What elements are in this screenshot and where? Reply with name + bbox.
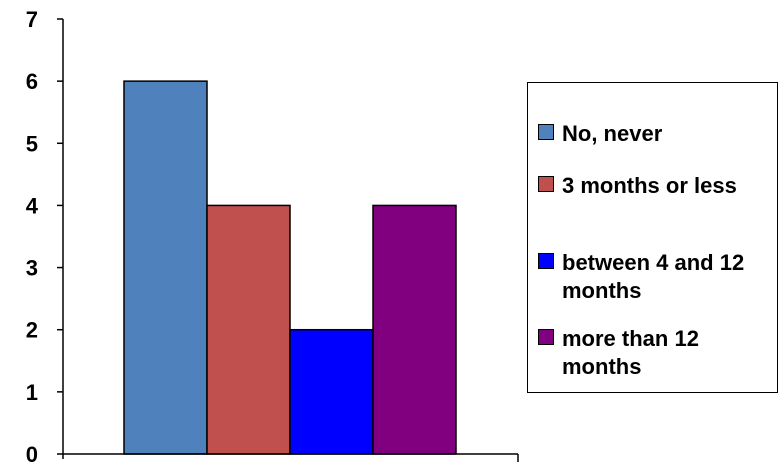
y-tick-label-7: 7	[26, 7, 38, 32]
legend-label-no-never: No, never	[562, 121, 663, 146]
legend-label-3-months-or-less: 3 months or less	[562, 173, 737, 198]
bar-3-months-or-less	[206, 204, 291, 455]
bar-no-never	[123, 80, 208, 455]
bar-between-4-and-12-months	[289, 328, 374, 455]
bar-more-than-12-months	[372, 204, 457, 455]
legend-swatch-between-4-and-12-months	[538, 253, 554, 269]
legend-label-more-than-12-months: more than 12 months	[562, 326, 699, 379]
y-tick-label-2: 2	[26, 318, 38, 343]
y-tick-label-5: 5	[26, 131, 38, 156]
y-tick-label-1: 1	[26, 380, 38, 405]
y-tick-label-6: 6	[26, 69, 38, 94]
legend-label-between-4-and-12-months: between 4 and 12 months	[562, 250, 745, 303]
legend-item-more-than-12-months: more than 12 months	[538, 325, 777, 381]
legend-swatch-no-never	[538, 124, 554, 140]
legend-item-no-never: No, never	[538, 120, 777, 148]
legend-swatch-more-than-12-months	[538, 329, 554, 345]
y-tick-label-0: 0	[26, 442, 38, 465]
legend-swatch-3-months-or-less	[538, 176, 554, 192]
legend-item-3-months-or-less: 3 months or less	[538, 172, 777, 200]
legend-item-between-4-and-12-months: between 4 and 12 months	[538, 249, 777, 305]
y-tick-label-4: 4	[26, 193, 39, 218]
y-tick-label-3: 3	[26, 256, 38, 281]
legend: No, never 3 months or less between 4 and…	[527, 82, 778, 393]
